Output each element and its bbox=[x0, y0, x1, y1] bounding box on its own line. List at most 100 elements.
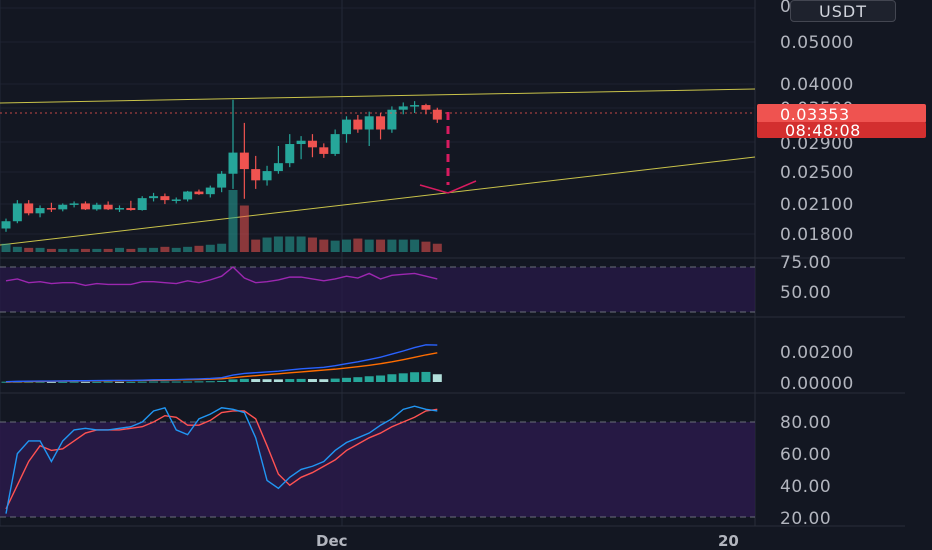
macd-line bbox=[5, 344, 438, 383]
candle-body bbox=[342, 119, 351, 135]
volume-bar bbox=[228, 190, 238, 252]
candle-body bbox=[1, 221, 11, 229]
candle-body bbox=[285, 144, 295, 164]
volume-bar bbox=[239, 205, 249, 252]
macd-histogram-bar bbox=[160, 381, 170, 383]
volume-bar bbox=[205, 244, 215, 252]
stoch-axis-label: 20.00 bbox=[780, 509, 831, 529]
macd-histogram-bar bbox=[296, 378, 306, 382]
macd-histogram-bar bbox=[376, 375, 386, 382]
macd-histogram-bar bbox=[353, 377, 363, 382]
volume-bar bbox=[410, 239, 420, 252]
macd-histogram-bar bbox=[115, 381, 124, 383]
rsi-band bbox=[0, 267, 755, 312]
macd-histogram-bar bbox=[149, 381, 159, 383]
macd-histogram-bar bbox=[183, 381, 193, 383]
volume-bar bbox=[251, 239, 261, 252]
candle-body bbox=[217, 173, 227, 188]
volume-bar bbox=[376, 239, 386, 252]
price-axis-label: 0.01800 bbox=[780, 225, 854, 245]
time-axis-label: 20 bbox=[718, 532, 739, 550]
volume-bar bbox=[137, 247, 147, 252]
volume-bar bbox=[262, 237, 272, 252]
volume-bar bbox=[160, 246, 170, 252]
currency-badge[interactable]: USDT bbox=[790, 0, 896, 22]
candle-body bbox=[262, 171, 272, 181]
candle-body bbox=[296, 140, 306, 145]
macd-histogram-bar bbox=[421, 371, 431, 382]
stoch-band bbox=[0, 422, 755, 517]
macd-histogram-bar bbox=[285, 379, 295, 382]
candle-body bbox=[421, 105, 431, 110]
candle-body bbox=[251, 169, 261, 181]
drawing-layer[interactable] bbox=[0, 88, 756, 246]
volume-bar bbox=[194, 245, 204, 252]
volume-bar bbox=[126, 248, 136, 252]
candle-body bbox=[239, 152, 249, 170]
macd-histogram-bar bbox=[239, 378, 249, 382]
macd-axis-label: 0.00000 bbox=[780, 374, 854, 394]
upper-trendline[interactable] bbox=[0, 88, 756, 104]
price-axis-label: 0.02900 bbox=[780, 134, 854, 154]
macd-histogram-bar bbox=[1, 381, 11, 383]
projection-arrow-head[interactable] bbox=[419, 180, 477, 194]
candle-body bbox=[126, 208, 136, 211]
macd-histogram-bar bbox=[126, 381, 136, 383]
macd-histogram-bar bbox=[171, 381, 181, 383]
stoch-axis-label: 40.00 bbox=[780, 477, 831, 497]
volume-bar bbox=[285, 236, 295, 252]
candle-body bbox=[160, 196, 170, 201]
stoch-d-line bbox=[5, 408, 438, 510]
candle-body bbox=[171, 199, 181, 201]
stoch-axis-label: 80.00 bbox=[780, 413, 831, 433]
candle-body bbox=[12, 203, 22, 222]
volume-bar bbox=[387, 239, 397, 252]
price-axes[interactable]: 0.060000.050000.040000.035000.029000.025… bbox=[316, 0, 926, 550]
countdown-value: 08:48:08 bbox=[785, 121, 861, 140]
candle-body bbox=[35, 208, 45, 214]
rsi-axis-label: 50.00 bbox=[780, 283, 831, 303]
volume-bar bbox=[103, 248, 113, 252]
macd-axis-label: 0.00200 bbox=[780, 343, 854, 363]
macd-histogram-bar bbox=[58, 381, 68, 383]
candle-body bbox=[376, 116, 386, 130]
macd-histogram-bar bbox=[410, 372, 420, 382]
candle-body bbox=[228, 152, 238, 174]
macd-histogram-bar bbox=[387, 374, 397, 382]
volume-bar bbox=[24, 247, 34, 252]
candle-body bbox=[69, 203, 79, 205]
volume-bar bbox=[1, 243, 11, 252]
volume-bar bbox=[183, 246, 193, 252]
macd-histogram-bar bbox=[228, 379, 238, 382]
volume-bar bbox=[12, 246, 22, 252]
volume-bar bbox=[398, 239, 408, 252]
volume-bar bbox=[273, 236, 283, 252]
candle-body bbox=[92, 204, 102, 210]
volume-bar bbox=[319, 239, 329, 252]
macd-histogram-bar bbox=[307, 379, 317, 382]
series-layer bbox=[0, 99, 755, 514]
macd-histogram-bar bbox=[194, 381, 204, 383]
volume-bar bbox=[432, 243, 442, 252]
macd-histogram-bar bbox=[69, 381, 79, 383]
volume-bar bbox=[69, 248, 79, 252]
stoch-k-line bbox=[5, 405, 438, 514]
macd-histogram-bar bbox=[262, 379, 272, 382]
candle-body bbox=[58, 204, 68, 210]
current-price-tag[interactable] bbox=[757, 104, 926, 123]
volume-bar bbox=[342, 239, 351, 252]
candle-body bbox=[137, 198, 147, 211]
volume-bar bbox=[296, 236, 306, 252]
macd-histogram-bar bbox=[46, 381, 56, 383]
candle-body bbox=[330, 134, 340, 154]
macd-histogram-bar bbox=[364, 376, 374, 382]
candle-body bbox=[80, 203, 90, 210]
lower-trendline[interactable] bbox=[0, 156, 756, 246]
candle-body bbox=[307, 140, 317, 148]
candle-body bbox=[194, 191, 204, 195]
volume-bar bbox=[330, 240, 340, 252]
macd-histogram-bar bbox=[251, 379, 261, 382]
macd-histogram-bar bbox=[205, 381, 215, 383]
macd-histogram-bar bbox=[92, 381, 102, 383]
